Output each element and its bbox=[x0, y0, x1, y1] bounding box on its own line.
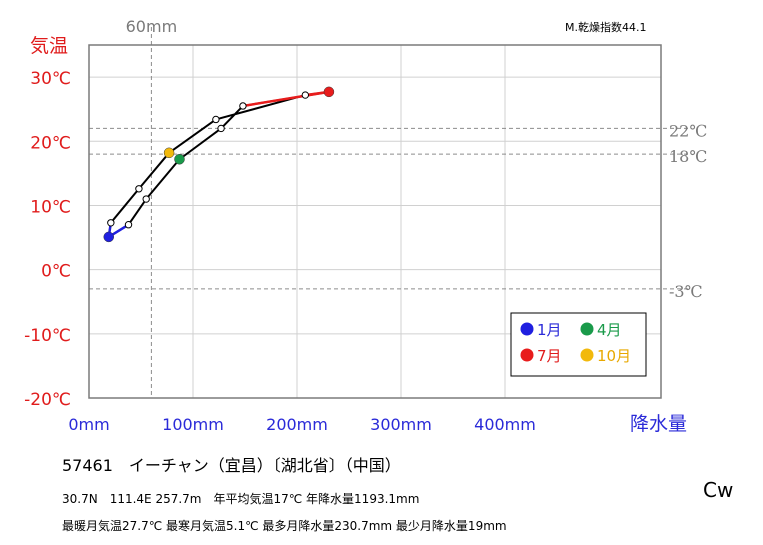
y-tick-label: 30℃ bbox=[30, 69, 71, 89]
month-point-8 bbox=[301, 91, 310, 99]
plot-frame bbox=[88, 44, 662, 399]
month-point-6 bbox=[239, 102, 247, 110]
legend-label: 1月 bbox=[537, 321, 562, 339]
legend-marker bbox=[580, 322, 594, 336]
y-tick-label: 0℃ bbox=[41, 262, 71, 282]
x-tick-label: 300mm bbox=[370, 415, 432, 434]
legend-marker bbox=[520, 348, 534, 362]
reference-label-horizontal: -3℃ bbox=[669, 282, 702, 301]
legend-marker bbox=[580, 348, 594, 362]
x-tick-label: 100mm bbox=[162, 415, 224, 434]
july-segment bbox=[242, 90, 330, 108]
x-tick-label: 200mm bbox=[266, 415, 328, 434]
legend-label: 4月 bbox=[597, 321, 622, 339]
aridity-index: M.乾燥指数44.1 bbox=[565, 21, 647, 34]
y-tick-label: 20℃ bbox=[30, 133, 71, 153]
reference-label-vertical: 60mm bbox=[126, 17, 178, 36]
station-name: 57461 イーチャン（宜昌）〔湖北省〕（中国） bbox=[62, 456, 401, 475]
y-tick-label: -10℃ bbox=[24, 326, 71, 346]
month-point-7 bbox=[323, 86, 335, 98]
x-tick-label: 400mm bbox=[474, 415, 536, 434]
y-tick-label: 10℃ bbox=[30, 197, 71, 217]
y-tick-label: -20℃ bbox=[24, 390, 71, 410]
month-point-10 bbox=[163, 147, 175, 159]
monthly-cycle-line bbox=[107, 90, 330, 238]
month-point-3 bbox=[142, 195, 150, 203]
month-point-12 bbox=[107, 219, 115, 227]
x-tick-label: 0mm bbox=[68, 415, 109, 434]
reference-label-horizontal: 22℃ bbox=[669, 121, 707, 140]
y-axis-label: 気温 bbox=[30, 35, 68, 57]
month-point-2 bbox=[124, 221, 133, 229]
legend-box bbox=[510, 312, 647, 377]
station-summary-line-2: 最暖月気温27.7℃ 最寒月気温5.1℃ 最多月降水量230.7mm 最少月降水… bbox=[62, 519, 507, 533]
month-point-5 bbox=[217, 124, 225, 133]
month-point-9 bbox=[212, 115, 220, 124]
x-axis-label: 降水量 bbox=[630, 413, 687, 435]
legend-label: 10月 bbox=[597, 347, 631, 365]
legend-label: 7月 bbox=[537, 347, 562, 365]
month-point-1 bbox=[103, 231, 115, 243]
reference-label-horizontal: 18℃ bbox=[669, 147, 707, 166]
month-point-4 bbox=[174, 153, 185, 165]
legend-marker bbox=[520, 322, 534, 336]
climate-code: Cw bbox=[703, 478, 734, 502]
station-summary-line-1: 30.7N 111.4E 257.7m 年平均気温17℃ 年降水量1193.1m… bbox=[62, 492, 420, 506]
month-point-11 bbox=[135, 185, 143, 193]
